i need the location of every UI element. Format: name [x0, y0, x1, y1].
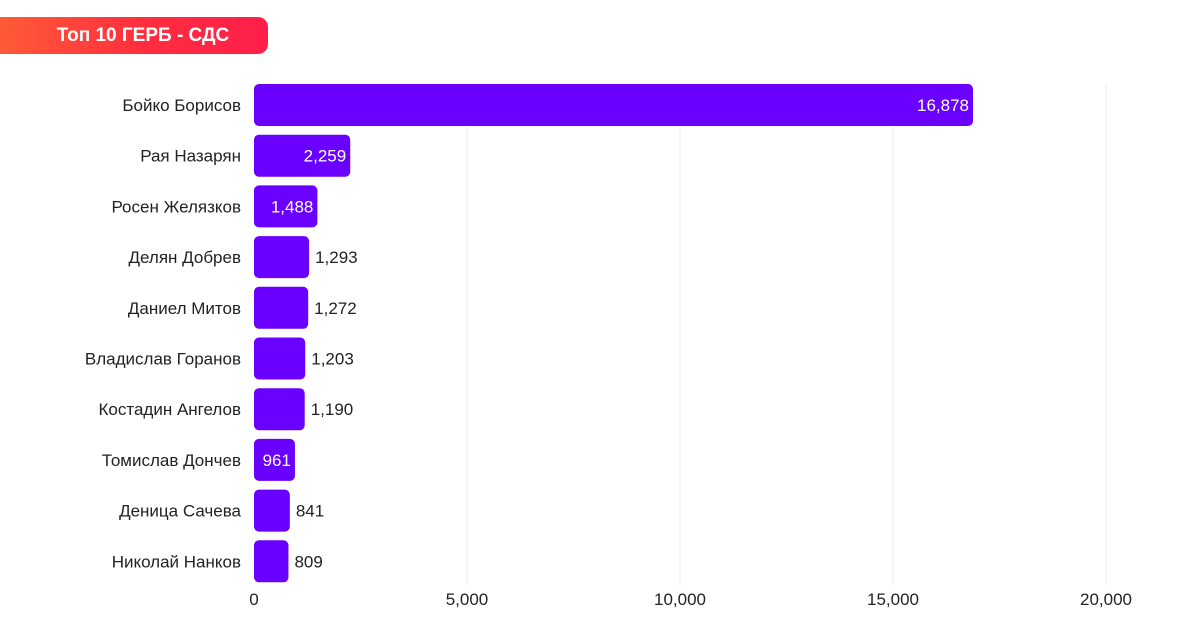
category-label: Бойко Борисов: [122, 96, 241, 115]
bar: [254, 540, 289, 583]
category-label: Рая Назарян: [140, 147, 241, 166]
x-tick-label: 10,000: [654, 590, 706, 609]
data-label: 809: [294, 552, 322, 571]
bar: [254, 286, 309, 329]
bar: [254, 388, 305, 431]
bar: [254, 337, 306, 380]
data-label: 1,293: [315, 248, 358, 267]
category-label: Деница Сачева: [119, 502, 241, 521]
data-label: 1,272: [314, 299, 357, 318]
bar: [254, 489, 290, 532]
category-label: Николай Нанков: [112, 552, 241, 571]
data-label: 16,878: [917, 96, 969, 115]
category-label: Росен Желязков: [111, 197, 241, 216]
bar: [254, 134, 351, 177]
chart-title-badge: Топ 10 ГЕРБ - СДС: [0, 17, 268, 54]
bar: [254, 185, 318, 228]
category-label: Томислав Дончев: [102, 451, 241, 470]
x-tick-label: 20,000: [1080, 590, 1132, 609]
x-tick-label: 15,000: [867, 590, 919, 609]
x-tick-label: 0: [249, 590, 258, 609]
chart-title: Топ 10 ГЕРБ - СДС: [56, 24, 230, 46]
bar: [254, 236, 310, 279]
category-label: Костадин Ангелов: [99, 400, 241, 419]
x-tick-label: 5,000: [446, 590, 489, 609]
category-label: Делян Добрев: [129, 248, 241, 267]
category-label: Владислав Горанов: [85, 350, 241, 369]
data-label: 1,190: [311, 400, 354, 419]
data-label: 2,259: [304, 147, 347, 166]
data-label: 1,203: [311, 350, 354, 369]
bar: [254, 438, 295, 481]
category-label: Даниел Митов: [128, 299, 241, 318]
data-label: 1,488: [271, 197, 314, 216]
bar: [254, 84, 974, 126]
data-label: 961: [263, 451, 291, 470]
data-label: 841: [296, 502, 324, 521]
